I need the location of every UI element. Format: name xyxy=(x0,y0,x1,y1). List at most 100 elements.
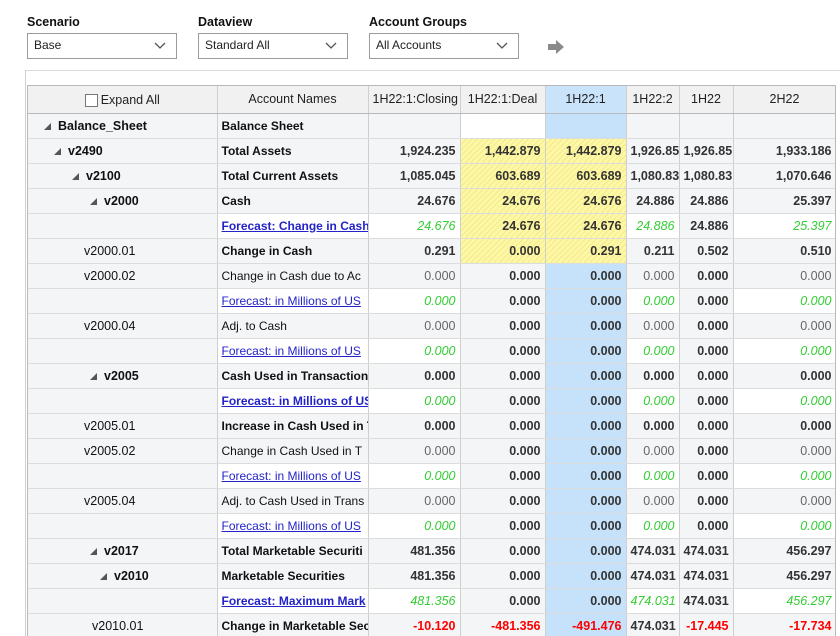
value-cell[interactable]: 0.000 xyxy=(368,463,461,489)
value-cell[interactable]: 0.000 xyxy=(545,513,627,539)
value-cell[interactable]: 0.000 xyxy=(679,313,734,339)
value-cell[interactable]: -491.476 xyxy=(545,613,627,636)
value-cell[interactable]: 24.676 xyxy=(368,213,461,239)
value-cell[interactable]: 474.031 xyxy=(679,563,734,589)
collapse-triangle-icon[interactable] xyxy=(88,371,98,381)
forecast-link-cell[interactable]: Forecast: Maximum Mark xyxy=(217,588,369,614)
forecast-link-cell[interactable]: Forecast: in Millions of US xyxy=(217,288,369,314)
value-cell[interactable]: 0.000 xyxy=(368,513,461,539)
value-cell[interactable]: 0.000 xyxy=(733,413,835,439)
value-cell[interactable]: 481.356 xyxy=(368,538,461,564)
value-cell[interactable]: 603.689 xyxy=(460,163,546,189)
value-cell[interactable]: 1,442.879 xyxy=(460,138,546,164)
value-cell[interactable]: 1,926.85 xyxy=(626,138,680,164)
value-cell[interactable]: 0.000 xyxy=(733,488,835,514)
value-cell[interactable]: 24.676 xyxy=(545,213,627,239)
forecast-link[interactable]: Forecast: in Millions of US xyxy=(221,343,361,358)
value-cell[interactable]: 0.000 xyxy=(733,463,835,489)
value-cell[interactable]: 1,070.646 xyxy=(733,163,835,189)
value-cell[interactable]: 0.510 xyxy=(733,238,835,264)
expand-all-toggle[interactable]: Expand All xyxy=(84,93,160,107)
value-cell[interactable] xyxy=(460,113,546,139)
value-cell[interactable]: 0.000 xyxy=(679,413,734,439)
collapse-triangle-icon[interactable] xyxy=(70,171,80,181)
value-cell[interactable]: 474.031 xyxy=(626,613,680,636)
value-cell[interactable]: 1,085.045 xyxy=(368,163,461,189)
value-cell[interactable]: 0.000 xyxy=(679,263,734,289)
value-cell[interactable]: 0.000 xyxy=(733,338,835,364)
value-cell[interactable]: 0.000 xyxy=(626,363,680,389)
value-cell[interactable]: 24.676 xyxy=(460,213,546,239)
tree-cell[interactable]: Balance_Sheet xyxy=(28,113,218,139)
value-cell[interactable]: 0.000 xyxy=(460,413,546,439)
value-cell[interactable]: 474.031 xyxy=(679,588,734,614)
forecast-link[interactable]: Forecast: in Millions of US xyxy=(221,293,361,308)
value-cell[interactable]: 1,924.235 xyxy=(368,138,461,164)
value-cell[interactable]: 24.886 xyxy=(679,188,734,214)
value-cell[interactable]: 0.000 xyxy=(460,263,546,289)
value-cell[interactable]: 0.000 xyxy=(460,538,546,564)
value-cell[interactable]: 0.000 xyxy=(679,438,734,464)
scenario-select[interactable]: Base xyxy=(27,33,177,59)
value-cell[interactable]: 0.000 xyxy=(545,588,627,614)
value-cell[interactable]: 0.000 xyxy=(545,388,627,414)
value-cell[interactable]: 0.211 xyxy=(626,238,680,264)
value-cell[interactable]: 0.000 xyxy=(460,363,546,389)
value-cell[interactable]: 0.000 xyxy=(460,438,546,464)
value-cell[interactable]: 481.356 xyxy=(368,563,461,589)
value-cell[interactable]: 1,080.83 xyxy=(679,163,734,189)
value-cell[interactable] xyxy=(679,113,734,139)
value-cell[interactable]: 0.000 xyxy=(368,363,461,389)
value-cell[interactable]: 24.886 xyxy=(626,188,680,214)
expand-all-checkbox[interactable] xyxy=(84,93,98,107)
forecast-link[interactable]: Forecast: in Millions of US xyxy=(221,393,368,408)
value-cell[interactable]: 0.000 xyxy=(368,313,461,339)
value-cell[interactable]: 474.031 xyxy=(626,538,680,564)
value-cell[interactable]: 0.000 xyxy=(679,388,734,414)
value-cell[interactable]: 0.000 xyxy=(679,513,734,539)
value-cell[interactable]: 0.000 xyxy=(545,313,627,339)
value-cell[interactable] xyxy=(368,113,461,139)
value-cell[interactable]: -481.356 xyxy=(460,613,546,636)
value-cell[interactable]: 0.000 xyxy=(626,413,680,439)
value-cell[interactable]: 24.886 xyxy=(679,213,734,239)
forecast-link-cell[interactable]: Forecast: in Millions of US xyxy=(217,513,369,539)
value-cell[interactable]: -10.120 xyxy=(368,613,461,636)
value-cell[interactable]: 0.000 xyxy=(626,463,680,489)
column-header[interactable]: 1H22:1:Deal xyxy=(460,86,546,114)
value-cell[interactable]: 0.000 xyxy=(626,438,680,464)
dataview-select[interactable]: Standard All xyxy=(198,33,348,59)
value-cell[interactable]: 1,926.85 xyxy=(679,138,734,164)
value-cell[interactable]: 474.031 xyxy=(626,563,680,589)
value-cell[interactable]: 0.000 xyxy=(545,438,627,464)
column-header-selected[interactable]: 1H22:1 xyxy=(545,86,627,114)
value-cell[interactable]: 25.397 xyxy=(733,213,835,239)
value-cell[interactable]: 0.000 xyxy=(368,413,461,439)
value-cell[interactable]: 0.000 xyxy=(460,463,546,489)
column-header[interactable]: 1H22:2 xyxy=(626,86,680,114)
value-cell[interactable]: 1,442.879 xyxy=(545,138,627,164)
value-cell[interactable]: 0.000 xyxy=(545,288,627,314)
value-cell[interactable]: 0.000 xyxy=(460,563,546,589)
value-cell[interactable] xyxy=(626,113,680,139)
value-cell[interactable]: 0.000 xyxy=(545,263,627,289)
column-header[interactable]: 2H22 xyxy=(733,86,835,114)
column-header[interactable]: 1H22:1:Closing xyxy=(368,86,461,114)
value-cell[interactable]: 0.000 xyxy=(733,388,835,414)
value-cell[interactable]: 0.000 xyxy=(368,438,461,464)
value-cell[interactable]: 0.000 xyxy=(733,313,835,339)
collapse-triangle-icon[interactable] xyxy=(88,546,98,556)
value-cell[interactable]: 0.000 xyxy=(733,288,835,314)
value-cell[interactable]: 0.000 xyxy=(545,538,627,564)
tree-cell[interactable]: v2005 xyxy=(28,363,218,389)
value-cell[interactable]: 0.000 xyxy=(626,288,680,314)
forecast-link-cell[interactable]: Forecast: in Millions of US xyxy=(217,388,369,414)
tree-cell[interactable]: v2017 xyxy=(28,538,218,564)
value-cell[interactable]: 0.000 xyxy=(460,588,546,614)
tree-cell[interactable]: v2000 xyxy=(28,188,218,214)
value-cell[interactable]: 456.297 xyxy=(733,538,835,564)
value-cell[interactable] xyxy=(545,113,627,139)
value-cell[interactable]: 0.000 xyxy=(460,338,546,364)
forecast-link[interactable]: Forecast: in Millions of US xyxy=(221,468,361,483)
value-cell[interactable]: 0.000 xyxy=(460,313,546,339)
